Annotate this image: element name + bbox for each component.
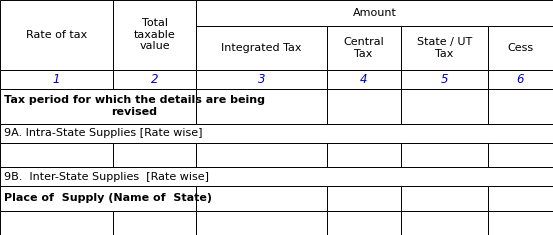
Bar <box>400 89 488 124</box>
Bar <box>327 70 400 89</box>
Bar <box>400 70 488 89</box>
Bar <box>0 186 196 211</box>
Text: Total
taxable
value: Total taxable value <box>134 18 175 51</box>
Bar <box>113 211 196 235</box>
Text: 6: 6 <box>517 73 524 86</box>
Bar <box>327 26 400 70</box>
Bar <box>327 211 400 235</box>
Bar <box>327 89 400 124</box>
Bar <box>327 186 400 211</box>
Bar <box>327 143 400 167</box>
Bar <box>488 26 553 70</box>
Bar <box>0 124 553 143</box>
Bar <box>488 186 553 211</box>
Bar <box>196 211 327 235</box>
Text: Rate of tax: Rate of tax <box>26 30 87 40</box>
Bar <box>113 143 196 167</box>
Bar <box>196 186 327 211</box>
Bar <box>0 143 113 167</box>
Bar <box>0 211 113 235</box>
Bar <box>400 211 488 235</box>
Text: 5: 5 <box>440 73 448 86</box>
Bar <box>400 186 488 211</box>
Bar <box>196 26 327 70</box>
Bar <box>196 0 553 26</box>
Text: Integrated Tax: Integrated Tax <box>221 43 301 53</box>
Text: Amount: Amount <box>352 8 397 18</box>
Text: 9A. Intra-State Supplies [Rate wise]: 9A. Intra-State Supplies [Rate wise] <box>4 128 202 138</box>
Text: Central
Tax: Central Tax <box>343 37 384 59</box>
Bar <box>0 167 553 186</box>
Bar <box>488 89 553 124</box>
Bar <box>113 70 196 89</box>
Bar <box>488 211 553 235</box>
Text: 2: 2 <box>151 73 158 86</box>
Text: Tax period for which the details are being
revised: Tax period for which the details are bei… <box>4 95 265 117</box>
Text: 9B.  Inter-State Supplies  [Rate wise]: 9B. Inter-State Supplies [Rate wise] <box>4 172 209 182</box>
Bar <box>196 143 327 167</box>
Text: 1: 1 <box>53 73 60 86</box>
Bar <box>0 70 113 89</box>
Bar <box>0 89 196 124</box>
Bar <box>196 70 327 89</box>
Text: Place of  Supply (Name of  State): Place of Supply (Name of State) <box>4 193 212 204</box>
Bar <box>400 26 488 70</box>
Bar <box>196 89 327 124</box>
Text: 4: 4 <box>360 73 367 86</box>
Bar <box>400 143 488 167</box>
Bar <box>488 143 553 167</box>
Text: 3: 3 <box>258 73 265 86</box>
Bar <box>488 70 553 89</box>
Bar <box>0 0 113 70</box>
Text: Cess: Cess <box>507 43 534 53</box>
Bar <box>113 0 196 70</box>
Text: State / UT
Tax: State / UT Tax <box>416 37 472 59</box>
